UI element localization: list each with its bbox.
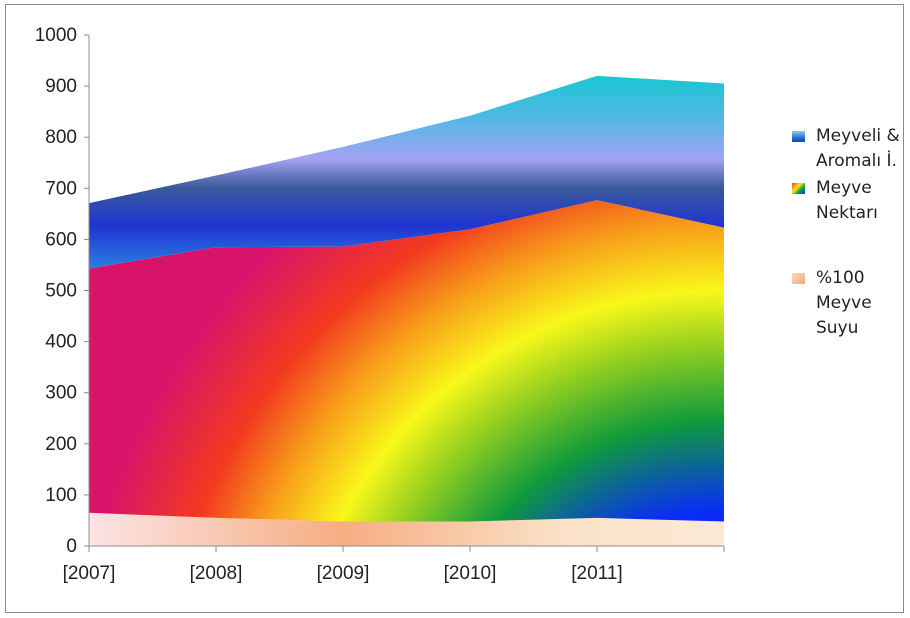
x-tick-label: [2010] [444, 563, 497, 584]
area-series-2 [89, 75, 724, 269]
y-tick-label: 500 [45, 281, 77, 302]
legend-swatch-rainbow [792, 183, 805, 194]
y-tick-label: 0 [66, 536, 77, 557]
y-tick-label: 600 [45, 229, 77, 250]
legend-item-meyve-suyu: %100 Meyve Suyu [792, 266, 902, 341]
legend-label: %100 Meyve Suyu [816, 268, 872, 338]
x-tick-label: [2008] [190, 563, 243, 584]
y-tick-label: 100 [45, 485, 77, 506]
axes: 0 100 200 300 400 500 600 700 800 900 1000 [2007] [2… [35, 25, 725, 584]
y-tick-label: 300 [45, 383, 77, 404]
plot-areas [89, 75, 724, 546]
area-series-0 [89, 512, 724, 546]
y-tick-label: 1000 [35, 25, 77, 46]
y-tick-label: 700 [45, 178, 77, 199]
x-tick-label: [2007] [63, 563, 116, 584]
y-tick-label: 800 [45, 127, 77, 148]
legend-item-meyve-nektari: Meyve Nektarı [792, 176, 902, 226]
y-tick-label: 200 [45, 434, 77, 455]
legend: Meyveli & Aromalı İ. Meyve Nektarı %100 … [792, 124, 902, 341]
legend-label: Meyve Nektarı [816, 178, 878, 223]
x-tick-label: [2009] [317, 563, 370, 584]
legend-swatch-blue [792, 131, 805, 142]
legend-swatch-peach [792, 273, 805, 284]
legend-label: Meyveli & Aromalı İ. [816, 126, 900, 171]
y-tick-label: 400 [45, 332, 77, 353]
x-tick-label: [2011] [571, 563, 622, 584]
area-series-1 [89, 200, 724, 522]
legend-item-meyveli-aromali: Meyveli & Aromalı İ. [792, 124, 902, 174]
y-tick-label: 900 [45, 76, 77, 97]
